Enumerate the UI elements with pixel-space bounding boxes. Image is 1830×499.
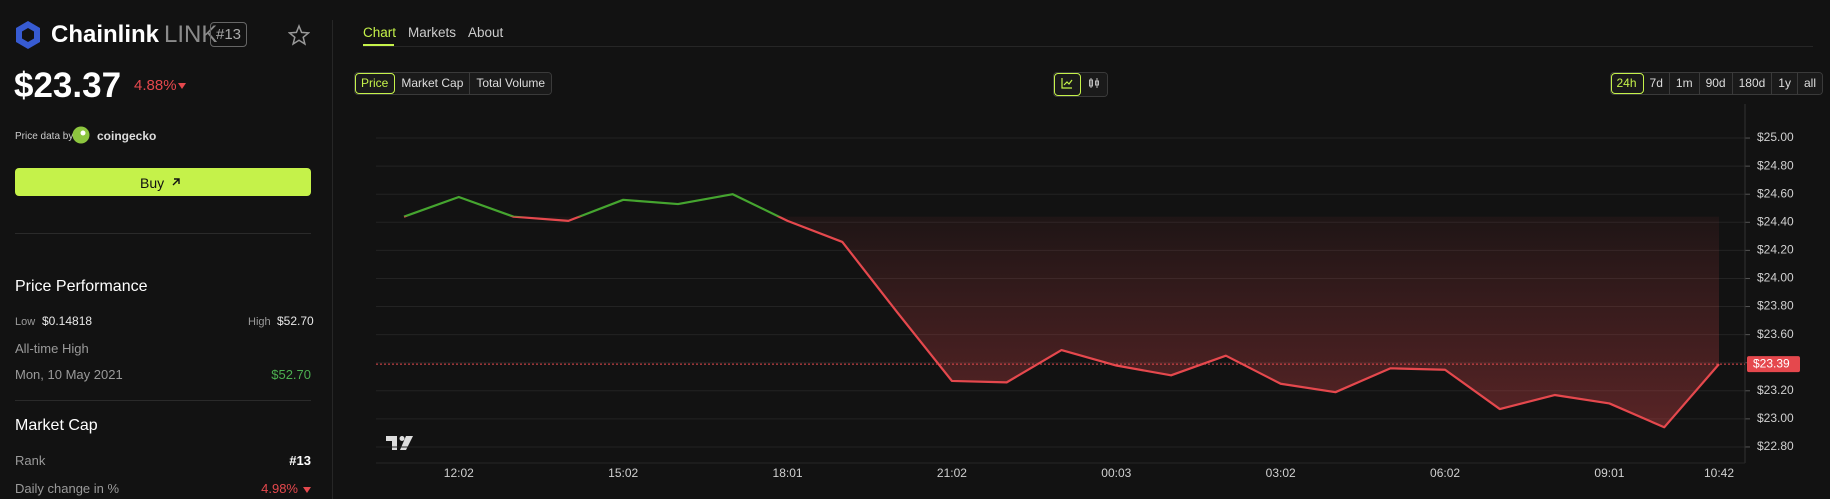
x-tick-label: 18:01 [773, 466, 803, 480]
coingecko-icon [72, 126, 90, 144]
separator [15, 233, 311, 234]
rank-badge: #13 [210, 22, 248, 47]
y-tick-label: $23.20 [1757, 383, 1794, 397]
x-tick-label: 21:02 [937, 466, 967, 480]
range-button[interactable]: 1m [1669, 73, 1700, 94]
sidebar-divider [332, 20, 333, 499]
buy-button[interactable] [15, 168, 311, 196]
candle-icon [1089, 78, 1099, 88]
current-price-label: $23.39 [1753, 356, 1790, 370]
favorite-star[interactable] [288, 24, 310, 46]
metric-button[interactable]: Market Cap [395, 73, 471, 94]
tab-underline [363, 44, 394, 46]
metric-button[interactable]: Price [355, 73, 396, 94]
line-icon [1061, 78, 1073, 89]
y-tick-label: $23.60 [1757, 327, 1794, 341]
range-button[interactable]: all [1797, 73, 1822, 94]
coin-symbol: LINK [164, 21, 218, 48]
metric-buttons: Price Market Cap Total Volume [354, 72, 553, 95]
x-tick-label: 12:02 [444, 466, 474, 480]
ath-date: Mon, 10 May 2021 [15, 367, 123, 382]
x-tick-label: 10:42 [1704, 466, 1734, 480]
rank-label: Rank [15, 453, 46, 468]
low-value: $0.14818 [42, 314, 93, 328]
y-tick-label: $25.00 [1757, 130, 1794, 144]
x-tick-label: 15:02 [608, 466, 638, 480]
separator [15, 400, 311, 401]
area-fill [513, 216, 1719, 428]
buy-label: Buy [140, 175, 165, 191]
rank-value: #13 [289, 453, 311, 468]
ath-value: $52.70 [271, 367, 311, 382]
price-source-label: Price data by [15, 131, 74, 142]
range-button[interactable]: 1y [1772, 73, 1798, 94]
y-tick-label: $24.00 [1757, 271, 1794, 285]
tab[interactable]: Markets [408, 25, 457, 40]
range-button[interactable]: 180d [1732, 73, 1773, 94]
section-title: Price Performance [15, 278, 148, 295]
y-tick-label: $23.00 [1757, 411, 1794, 425]
range-buttons: 24h 7d 1m 90d 180d 1y all [1609, 72, 1823, 95]
x-tick-label: 00:03 [1101, 466, 1131, 480]
section-title: Market Cap [15, 417, 98, 434]
high-value: $52.70 [277, 314, 314, 328]
tab-divider [363, 46, 1813, 47]
price: $23.37 [14, 66, 122, 105]
ath-label: All-time High [15, 341, 89, 356]
coin-name: Chainlink [51, 21, 160, 48]
range-button[interactable]: 90d [1699, 73, 1733, 94]
y-tick-label: $24.80 [1757, 158, 1794, 172]
y-tick-label: $24.60 [1757, 186, 1794, 200]
x-tick-label: 09:01 [1594, 466, 1624, 480]
price-line [403, 193, 1720, 429]
line-chart-button[interactable] [1054, 73, 1081, 96]
daily-change-label: Daily change in % [15, 481, 120, 496]
range-button[interactable]: 24h [1610, 73, 1644, 94]
y-tick-label: $22.80 [1757, 439, 1794, 453]
tradingview-logo [386, 436, 413, 450]
coin-logo [16, 21, 40, 49]
x-tick-label: 06:02 [1430, 466, 1460, 480]
down-arrow [303, 487, 311, 493]
y-tick-label: $24.20 [1757, 243, 1794, 257]
price-change: 4.88% [134, 77, 177, 94]
buy-arrow [172, 178, 180, 186]
low-label: Low [15, 316, 36, 328]
daily-change-value: 4.98% [261, 481, 298, 496]
candle-chart-button[interactable] [1081, 73, 1107, 96]
x-tick-label: 03:02 [1266, 466, 1296, 480]
chart-style-buttons [1053, 72, 1108, 97]
current-price-badge [1747, 356, 1800, 373]
tab[interactable]: Chart [363, 25, 397, 40]
metric-button[interactable]: Total Volume [470, 73, 552, 94]
price-source: coingecko [97, 129, 157, 143]
high-label: High [248, 316, 271, 328]
tab[interactable]: About [468, 25, 504, 40]
y-tick-label: $23.80 [1757, 299, 1794, 313]
y-tick-label: $24.40 [1757, 214, 1794, 228]
down-arrow [178, 83, 186, 89]
range-button[interactable]: 7d [1643, 73, 1670, 94]
